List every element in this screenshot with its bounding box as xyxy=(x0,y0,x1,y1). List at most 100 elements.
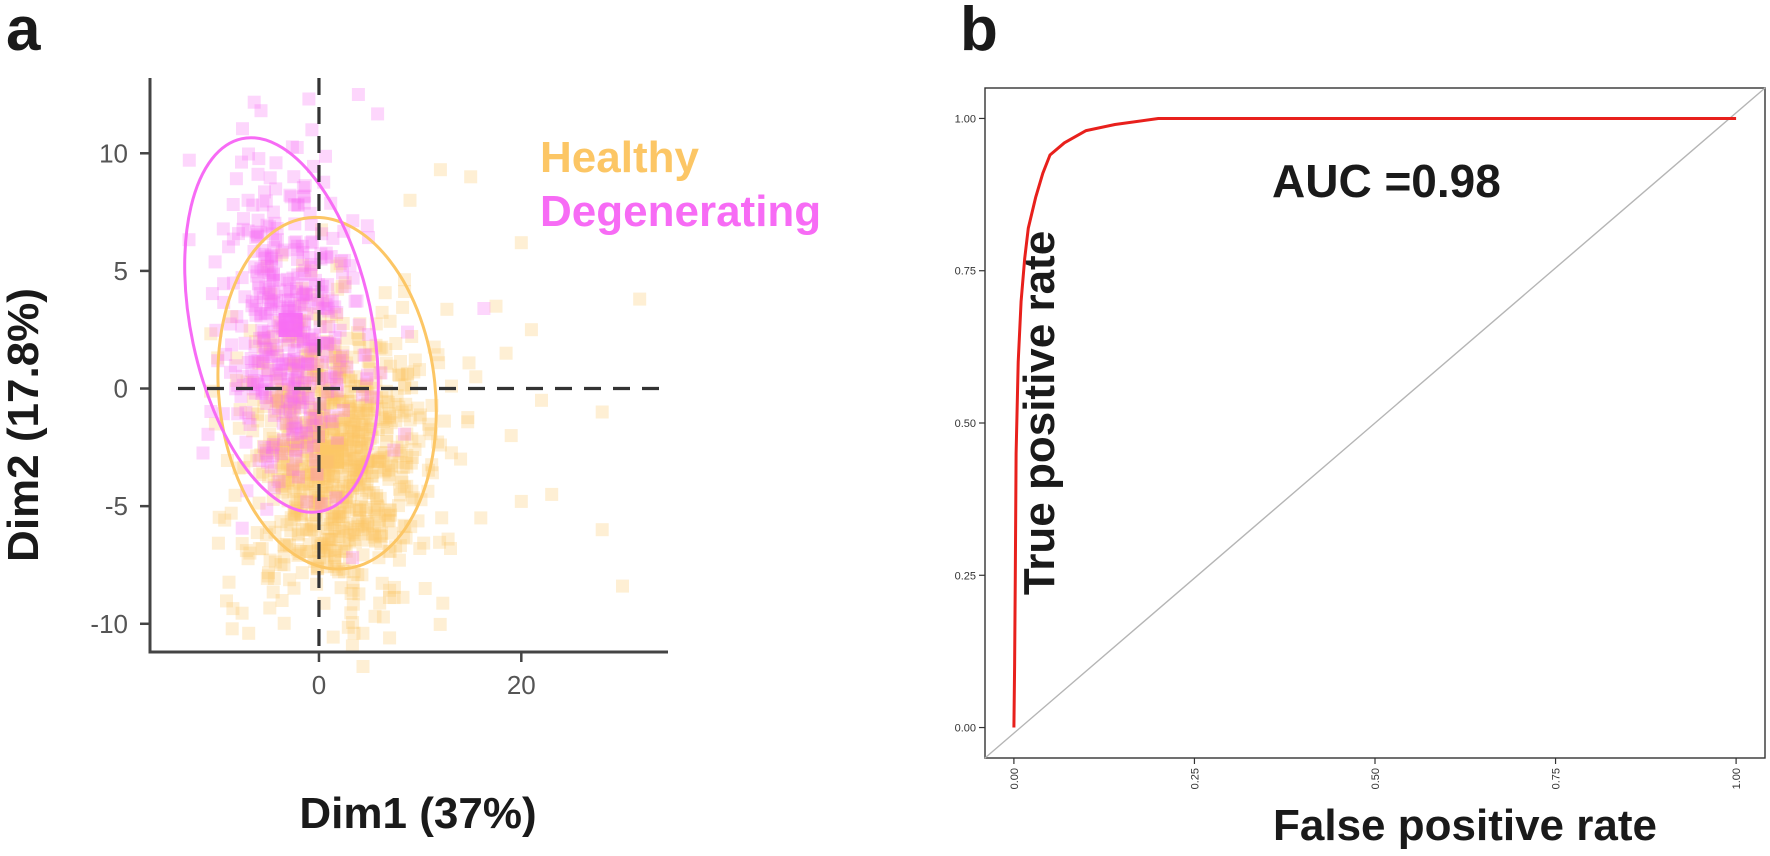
scatter-point xyxy=(298,189,312,203)
scatter-point xyxy=(413,542,427,555)
scatter-point xyxy=(245,299,259,313)
scatter-point xyxy=(260,446,273,460)
scatter-point xyxy=(355,493,369,507)
scatter-point xyxy=(295,440,309,454)
scatter-point xyxy=(270,293,283,307)
scatter-point xyxy=(196,446,210,460)
scatter-point xyxy=(250,225,263,239)
scatter-point xyxy=(246,382,260,396)
scatter-point xyxy=(393,539,407,553)
scatter-point xyxy=(351,513,365,527)
scatter-point xyxy=(363,355,377,369)
scatter-point xyxy=(283,403,297,417)
scatter-point xyxy=(299,429,313,443)
scatter-point xyxy=(312,414,326,428)
scatter-point xyxy=(356,423,370,437)
scatter-point xyxy=(292,431,306,445)
scatter-point xyxy=(321,291,335,305)
scatter-point xyxy=(236,222,250,236)
scatter-point xyxy=(326,516,340,530)
scatter-point xyxy=(294,493,308,507)
scatter-point xyxy=(290,443,304,457)
scatter-point xyxy=(422,417,436,431)
scatter-point xyxy=(334,413,348,427)
scatter-point xyxy=(332,434,346,448)
scatter-point xyxy=(281,293,295,307)
scatter-point xyxy=(287,484,301,498)
scatter-point xyxy=(293,487,307,501)
scatter-point xyxy=(223,317,237,331)
scatter-point xyxy=(514,236,528,250)
scatter-point xyxy=(233,403,247,417)
scatter-point xyxy=(305,235,319,249)
scatter-point xyxy=(284,524,298,538)
scatter-point xyxy=(283,188,297,202)
scatter-point xyxy=(353,341,367,355)
scatter-point xyxy=(307,328,321,342)
scatter-point xyxy=(301,431,315,445)
scatter-point xyxy=(258,341,272,355)
scatter-point xyxy=(346,597,360,611)
scatter-point xyxy=(226,232,240,246)
scatter-point xyxy=(335,354,349,367)
scatter-point xyxy=(280,445,294,458)
scatter-point xyxy=(273,300,287,314)
scatter-point xyxy=(228,359,242,373)
scatter-point xyxy=(303,376,317,390)
scatter-point xyxy=(408,353,422,367)
scatter-point xyxy=(306,519,320,533)
roc-y-tick-label: 1.00 xyxy=(955,113,976,125)
scatter-point xyxy=(397,409,411,423)
scatter-point xyxy=(356,660,370,673)
scatter-point xyxy=(347,430,361,444)
scatter-point xyxy=(271,473,285,486)
scatter-point xyxy=(344,606,358,620)
scatter-point xyxy=(399,397,413,411)
scatter-point xyxy=(337,521,351,535)
scatter-point xyxy=(320,301,334,315)
scatter-point xyxy=(306,476,320,490)
scatter-point xyxy=(245,294,259,308)
scatter-point xyxy=(256,290,270,304)
scatter-point xyxy=(257,400,271,414)
scatter-point xyxy=(319,246,333,260)
scatter-point xyxy=(360,515,374,528)
scatter-point xyxy=(399,456,413,470)
scatter-point xyxy=(371,460,385,474)
scatter-point xyxy=(286,437,300,451)
scatter-point xyxy=(389,337,403,350)
scatter-point xyxy=(304,448,318,462)
scatter-point xyxy=(306,453,320,467)
scatter-point xyxy=(253,331,267,345)
scatter-point xyxy=(360,483,374,497)
scatter-point xyxy=(228,488,242,502)
scatter-point xyxy=(225,338,239,352)
scatter-point xyxy=(217,277,231,291)
scatter-point xyxy=(385,526,399,540)
scatter-point xyxy=(281,474,295,487)
scatter-point xyxy=(239,405,253,419)
scatter-point xyxy=(398,378,412,392)
scatter-point xyxy=(251,167,265,181)
pca-confidence-ellipses xyxy=(183,136,438,571)
scatter-point xyxy=(309,471,323,485)
scatter-point xyxy=(328,513,341,526)
scatter-point xyxy=(300,368,314,382)
scatter-point xyxy=(279,417,293,430)
scatter-point xyxy=(249,335,262,349)
scatter-point xyxy=(331,484,345,498)
scatter-point xyxy=(317,537,331,551)
scatter-point xyxy=(316,355,329,369)
random-classifier-diagonal xyxy=(984,87,1766,759)
scatter-point xyxy=(369,391,383,405)
scatter-point xyxy=(394,355,407,368)
scatter-point xyxy=(307,362,321,375)
scatter-point xyxy=(343,394,357,408)
scatter-point xyxy=(405,432,419,446)
scatter-point xyxy=(296,334,310,348)
scatter-point xyxy=(266,342,280,356)
scatter-point xyxy=(302,537,316,551)
scatter-point xyxy=(307,459,320,473)
scatter-point xyxy=(311,473,325,486)
scatter-point xyxy=(304,264,318,278)
